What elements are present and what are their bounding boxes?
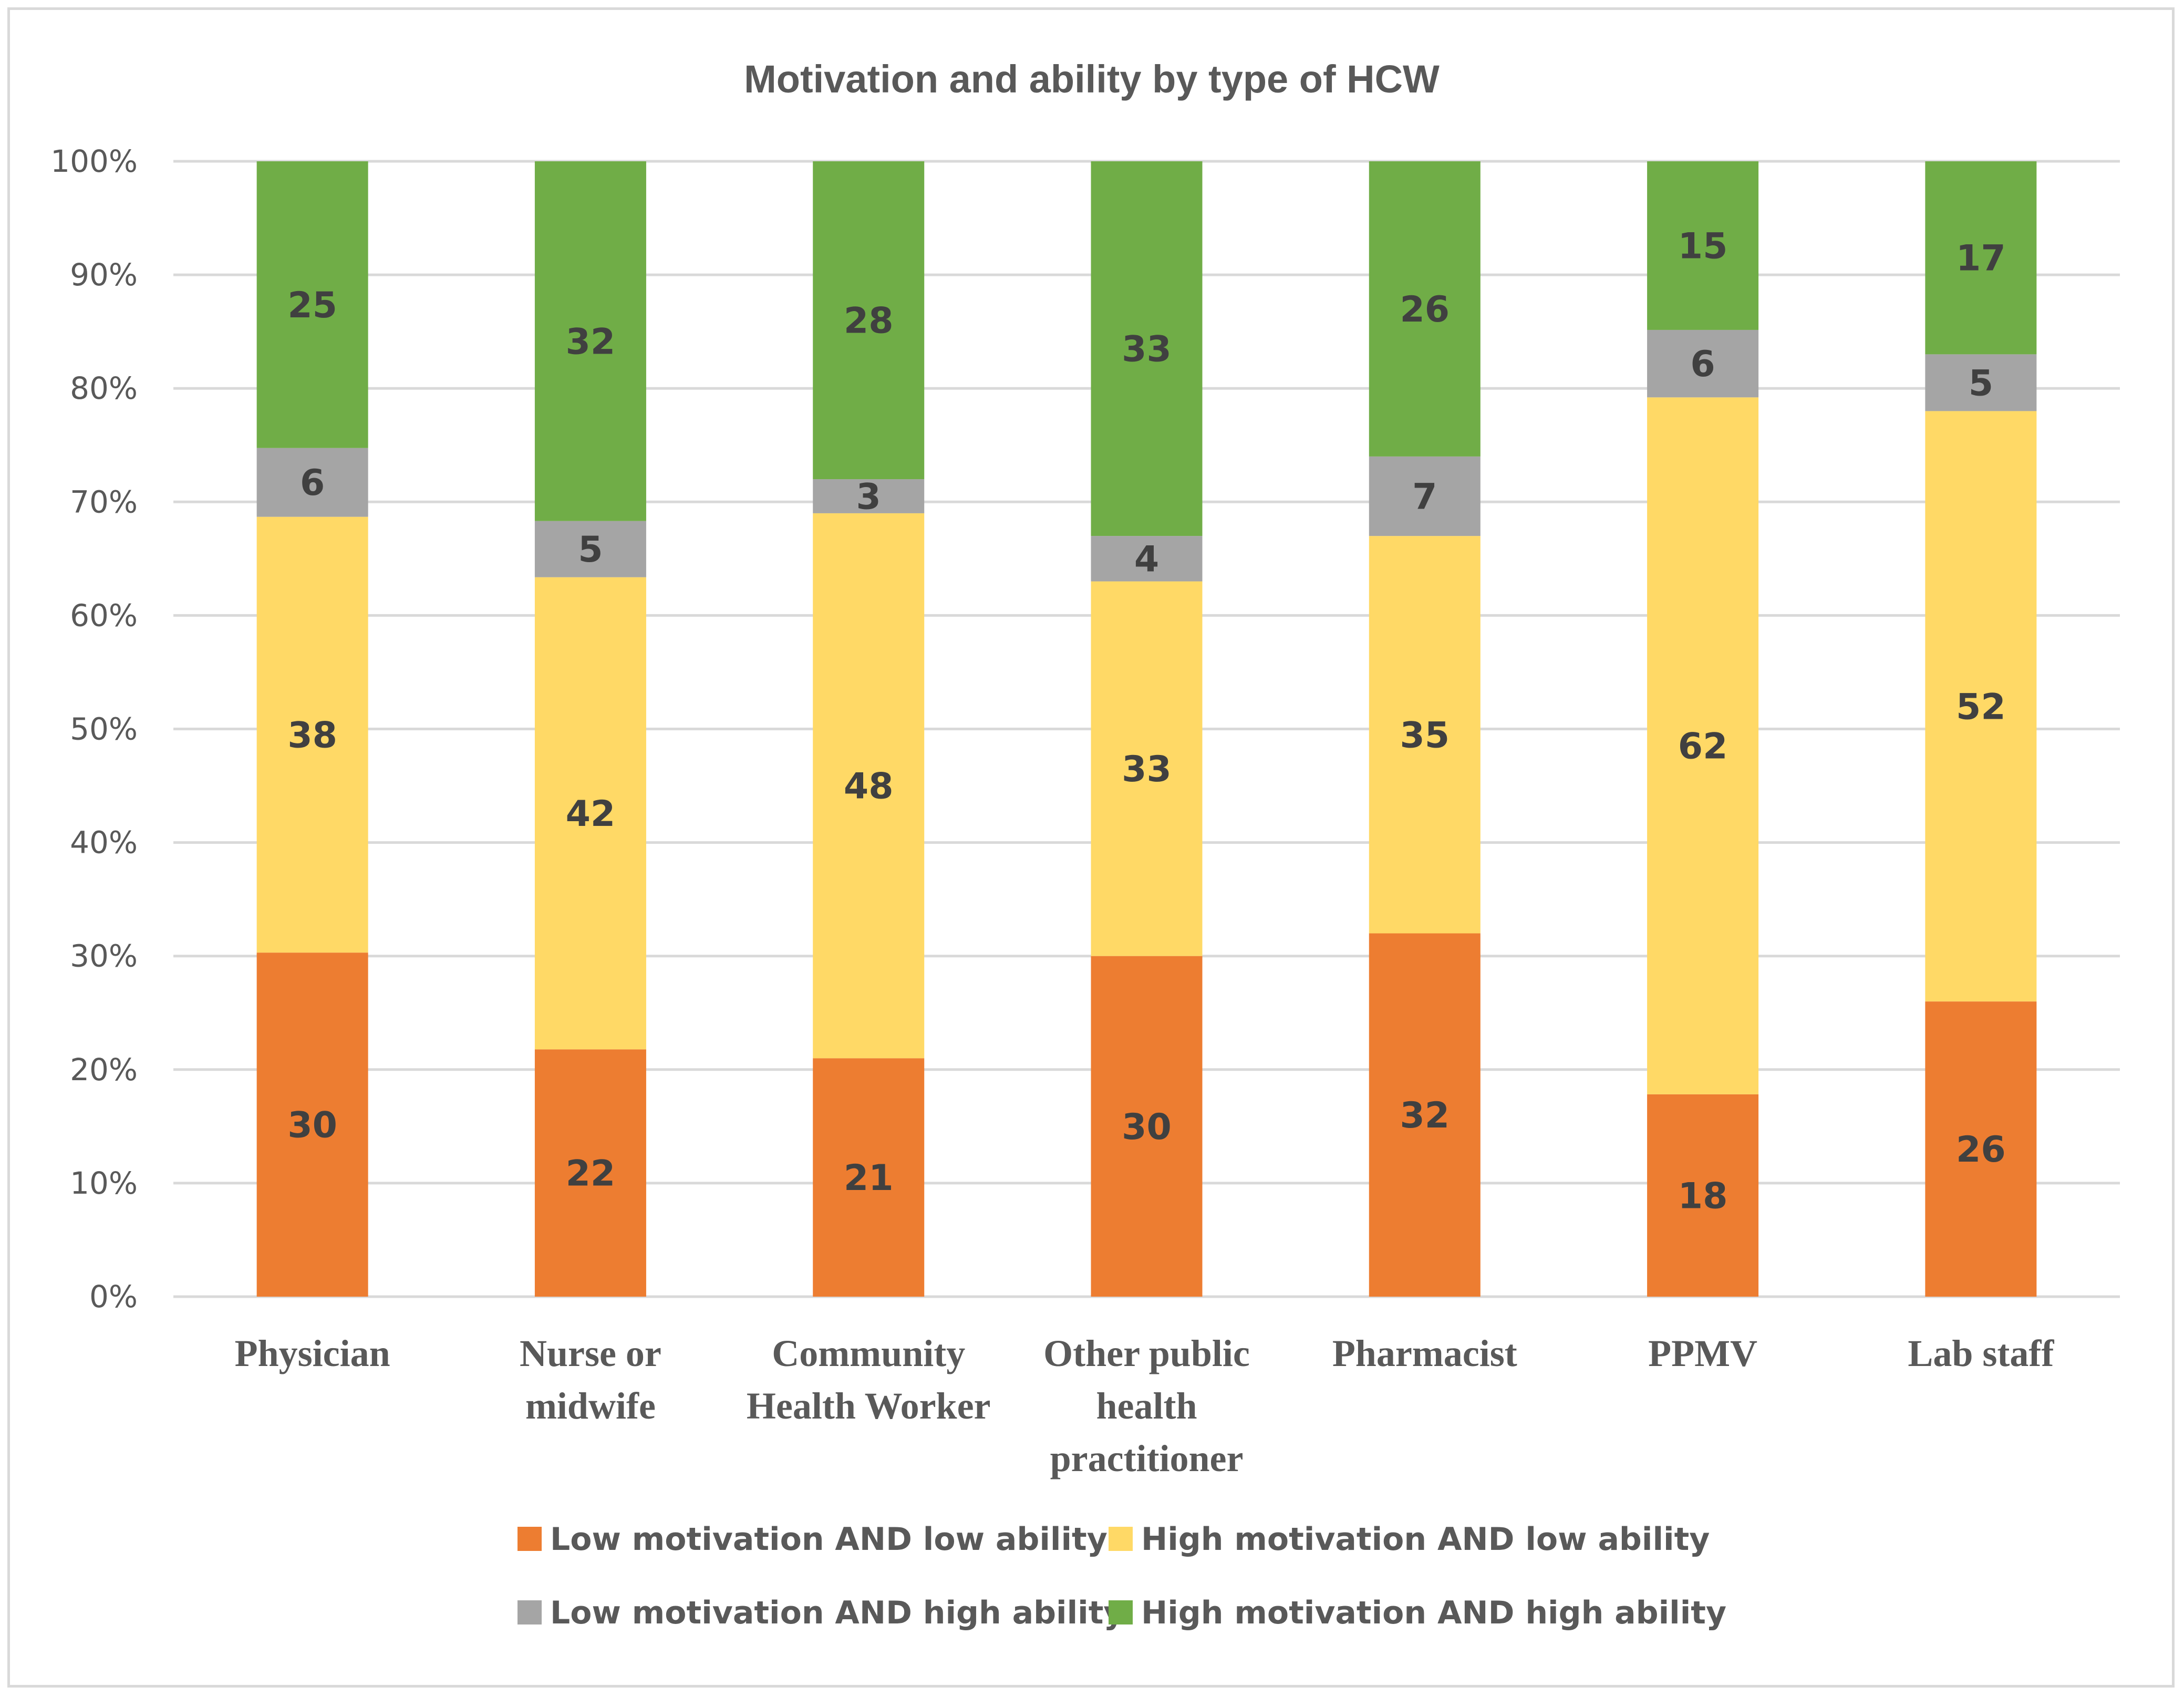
bar-community-health-worker-low-motivation-and-low-ability [813,1058,925,1297]
y-tick-label: 0% [89,1279,138,1315]
bar-nurse-or-midwife-low-motivation-and-low-ability [534,1049,646,1297]
data-label: 6 [1690,344,1715,385]
y-tick-label: 10% [70,1165,138,1201]
data-label: 5 [1969,363,1993,404]
bar-physician-high-motivation-and-low-ability [256,516,368,953]
legend-swatch [517,1600,542,1624]
data-label: 26 [1400,289,1450,330]
data-label: 21 [844,1157,894,1199]
data-label: 25 [287,285,337,326]
data-label: 32 [566,321,616,363]
x-tick-label: Pharmacist [1332,1332,1517,1374]
bar-pharmacist-high-motivation-and-high-ability [1369,161,1481,457]
y-tick-label: 80% [70,370,138,406]
y-tick-label: 50% [70,711,138,747]
legend-label: Low motivation AND high ability [550,1595,1124,1631]
legend-item-low-motivation-and-low-ability: Low motivation AND low ability [517,1521,1107,1558]
bar-physician-low-motivation-and-low-ability [256,953,368,1297]
y-tick-label: 60% [70,597,138,633]
data-label: 17 [1956,238,2006,280]
x-tick-label: Lab staff [1908,1332,2054,1374]
y-tick-label: 40% [70,825,138,861]
bar-ppmv-high-motivation-and-high-ability [1647,161,1759,330]
legend-item-high-motivation-and-high-ability: High motivation AND high ability [1109,1595,1726,1631]
bar-pharmacist-high-motivation-and-low-ability [1369,536,1481,934]
chart-title: Motivation and ability by type of HCW [744,57,1440,101]
legend-item-low-motivation-and-high-ability: Low motivation AND high ability [517,1595,1124,1631]
x-tick-label: PPMV [1648,1332,1757,1374]
data-label: 33 [1122,329,1172,370]
bar-community-health-worker-high-motivation-and-high-ability [813,161,925,480]
y-tick-label: 20% [70,1052,138,1088]
data-label: 42 [566,793,616,835]
data-label: 52 [1956,686,2006,728]
bar-community-health-worker-low-motivation-and-high-ability [813,479,925,513]
bar-other-public-health-practitioner-high-motivation-and-low-ability [1091,581,1203,956]
data-label: 32 [1400,1095,1450,1136]
bars [256,161,2037,1297]
y-tick-label: 30% [70,938,138,974]
data-label: 28 [844,301,894,342]
data-label: 5 [578,529,603,571]
bar-nurse-or-midwife-high-motivation-and-low-ability [534,577,646,1050]
data-label: 4 [1134,539,1159,580]
bar-pharmacist-low-motivation-and-high-ability [1369,456,1481,536]
data-label: 22 [566,1153,616,1195]
bar-other-public-health-practitioner-high-motivation-and-high-ability [1091,161,1203,536]
data-label: 7 [1412,476,1437,518]
data-label: 48 [844,766,894,808]
legend-label: High motivation AND low ability [1141,1521,1710,1558]
y-tick-label: 100% [50,143,138,179]
bar-nurse-or-midwife-high-motivation-and-high-ability [534,161,646,521]
bar-ppmv-high-motivation-and-low-ability [1647,397,1759,1094]
legend-swatch [517,1527,542,1551]
bar-lab-staff-low-motivation-and-high-ability [1925,354,2037,411]
data-label: 35 [1400,715,1450,756]
data-label: 18 [1678,1175,1728,1217]
bar-other-public-health-practitioner-low-motivation-and-low-ability [1091,956,1203,1297]
bar-lab-staff-high-motivation-and-low-ability [1925,411,2037,1002]
data-label: 26 [1956,1129,2006,1171]
data-labels: 3038625224253221483283033433323572618626… [287,225,2005,1217]
data-label: 62 [1678,726,1728,768]
x-tick-label: Community Health Worker [747,1332,991,1427]
data-label: 30 [1122,1106,1172,1148]
y-tick-label: 90% [70,257,138,293]
y-tick-label: 70% [70,484,138,520]
legend: Low motivation AND low ability High motiv… [517,1521,1726,1631]
bar-community-health-worker-high-motivation-and-low-ability [813,513,925,1059]
data-label: 3 [856,476,881,518]
bar-lab-staff-low-motivation-and-low-ability [1925,1001,2037,1297]
x-tick-label: Other public health practitioner [1043,1332,1250,1479]
legend-label: High motivation AND high ability [1141,1595,1726,1631]
x-axis-labels: Physician Nurse or midwife Community Health … [235,1332,2055,1479]
bar-physician-high-motivation-and-high-ability [256,161,368,448]
legend-label: Low motivation AND low ability [550,1521,1107,1558]
data-label: 30 [287,1105,337,1146]
data-label: 38 [287,715,337,756]
bar-physician-low-motivation-and-high-ability [256,448,368,517]
legend-swatch [1109,1527,1133,1551]
data-label: 33 [1122,749,1172,790]
data-label: 6 [300,462,325,504]
legend-item-high-motivation-and-low-ability: High motivation AND low ability [1109,1521,1710,1558]
legend-swatch [1109,1600,1133,1624]
bar-ppmv-low-motivation-and-high-ability [1647,329,1759,398]
bar-lab-staff-high-motivation-and-high-ability [1925,161,2037,355]
bar-nurse-or-midwife-low-motivation-and-high-ability [534,521,646,577]
data-label: 15 [1678,225,1728,267]
bar-pharmacist-low-motivation-and-low-ability [1369,933,1481,1297]
x-tick-label: Nurse or midwife [520,1332,661,1427]
x-tick-label: Physician [235,1332,390,1374]
y-axis-ticks: 0% 10% 20% 30% 40% 50% 60% 70% 80% 90% 100% [50,143,138,1315]
bar-ppmv-low-motivation-and-low-ability [1647,1094,1759,1297]
bar-other-public-health-practitioner-low-motivation-and-high-ability [1091,536,1203,582]
